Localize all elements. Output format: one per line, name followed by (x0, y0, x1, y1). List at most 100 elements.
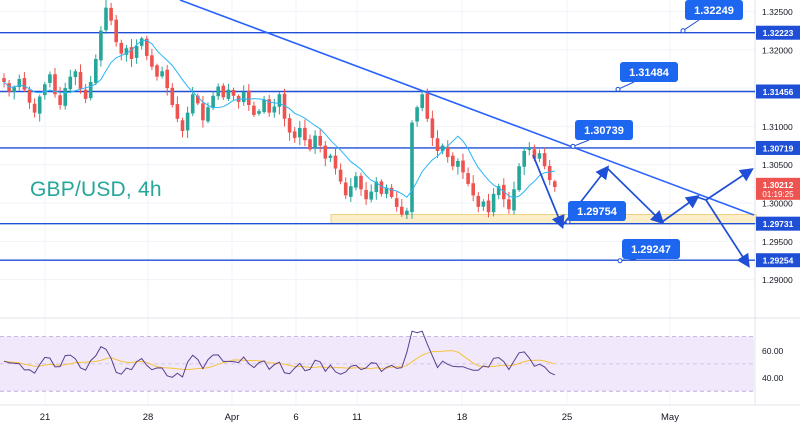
candle-body (226, 89, 231, 99)
callout-label: 1.32249 (694, 5, 734, 17)
candle-body (160, 71, 164, 77)
price-axis[interactable]: 1.325001.320001.315001.310001.305001.300… (756, 7, 800, 383)
support-zone-layer (330, 214, 757, 225)
time-tick-label[interactable]: 18 (457, 412, 468, 423)
level-price-tag[interactable] (756, 84, 800, 99)
candle-body (83, 89, 88, 99)
candle-body (53, 74, 57, 95)
rsi-line (3, 330, 556, 378)
candle-body (374, 181, 379, 193)
candle-body (537, 153, 542, 159)
support-zone (330, 214, 757, 225)
time-tick-label[interactable]: May (661, 412, 679, 423)
time-tick-label[interactable]: 25 (562, 412, 573, 423)
candlestick-series (2, 0, 557, 220)
candle-body (43, 84, 47, 96)
callout-box (685, 0, 743, 20)
projection-arrow (696, 196, 707, 201)
rsi-panel (0, 330, 754, 392)
price-callouts: 1.32249 1.31484 1.30739 1.29754 1.29247 (565, 0, 743, 264)
candle-body (78, 72, 83, 89)
candle-body (114, 19, 118, 43)
level-price-tag[interactable] (756, 253, 800, 268)
time-axis[interactable]: 21 28 Apr 6 11 18 25 May (40, 412, 680, 423)
candle-body (196, 95, 200, 104)
price-callout: 1.29247 (617, 239, 680, 264)
candle-body (145, 38, 149, 56)
time-tick-label[interactable]: 21 (40, 412, 51, 423)
candle-body (405, 210, 409, 215)
level-price-tag[interactable] (756, 25, 800, 40)
time-tick-label[interactable]: 11 (352, 412, 362, 423)
candle-body (119, 42, 124, 54)
callout-box (568, 201, 626, 221)
current-price-tag[interactable] (756, 177, 800, 200)
candle-body (180, 120, 185, 132)
candle-body (165, 69, 169, 89)
candle-body (185, 112, 190, 131)
candle-body (94, 59, 98, 83)
callout-box (620, 62, 678, 82)
candle-body (440, 145, 445, 152)
candle-body (553, 181, 557, 187)
candle-body (216, 86, 220, 97)
candle-body (522, 150, 526, 167)
callout-anchor (617, 258, 623, 264)
level-price-label[interactable]: 1.29254 (763, 256, 794, 266)
moving-average-line (3, 39, 555, 199)
rsi-tick-label[interactable]: 60.00 (762, 346, 784, 356)
moving-average-layer (3, 39, 555, 199)
candle-body (359, 175, 363, 190)
callout-anchor (615, 86, 621, 92)
callout-label: 1.31484 (629, 67, 670, 79)
candle-body (58, 95, 62, 105)
level-price-label[interactable]: 1.31456 (763, 87, 794, 97)
price-tick-label[interactable]: 1.32500 (762, 7, 793, 17)
candle-body (547, 166, 552, 181)
candle-body (252, 105, 256, 115)
current-price-label[interactable]: 1.30212 (763, 180, 794, 190)
level-price-tag[interactable] (756, 216, 800, 231)
candle-body (124, 48, 129, 55)
callout-anchor (680, 28, 686, 34)
level-price-label[interactable]: 1.29731 (763, 219, 794, 229)
time-tick-label[interactable]: 28 (143, 412, 154, 423)
candle-body (369, 191, 373, 200)
grid (0, 0, 800, 406)
price-tick-label[interactable]: 1.30000 (762, 199, 793, 209)
price-callout: 1.30739 (570, 120, 633, 149)
candle-body (507, 199, 511, 210)
callout-leader (572, 139, 590, 147)
candle-body (287, 118, 292, 133)
level-price-label[interactable]: 1.30719 (763, 143, 794, 153)
time-tick-label[interactable]: 6 (293, 412, 298, 423)
countdown-label[interactable]: 01:19:25 (762, 190, 794, 199)
candle-body (37, 96, 42, 114)
descending-trendline (179, 0, 755, 216)
level-price-label[interactable]: 1.32223 (763, 28, 794, 38)
level-price-tag[interactable] (756, 140, 800, 155)
rsi-tick-label[interactable]: 40.00 (762, 373, 784, 383)
candle-body (272, 106, 277, 113)
projection-arrow (606, 167, 665, 225)
candle-body (303, 127, 307, 141)
candle-body (68, 76, 73, 90)
candle-body (298, 127, 302, 138)
price-tick-label[interactable]: 1.31000 (762, 122, 793, 132)
price-tick-label[interactable]: 1.32000 (762, 45, 793, 55)
candle-body (461, 160, 465, 173)
candle-body (338, 169, 343, 182)
candle-body (349, 186, 353, 197)
candle-body (104, 7, 108, 31)
candle-body (277, 94, 282, 107)
price-tick-label[interactable]: 1.29000 (762, 275, 793, 285)
time-tick-label[interactable]: Apr (225, 412, 240, 423)
candle-body (389, 187, 394, 197)
candle-body (400, 206, 404, 215)
price-tick-label[interactable]: 1.30500 (762, 160, 793, 170)
price-tick-label[interactable]: 1.29500 (762, 237, 793, 247)
candle-body (486, 200, 491, 213)
candle-body (109, 7, 113, 21)
candle-body (221, 85, 226, 98)
